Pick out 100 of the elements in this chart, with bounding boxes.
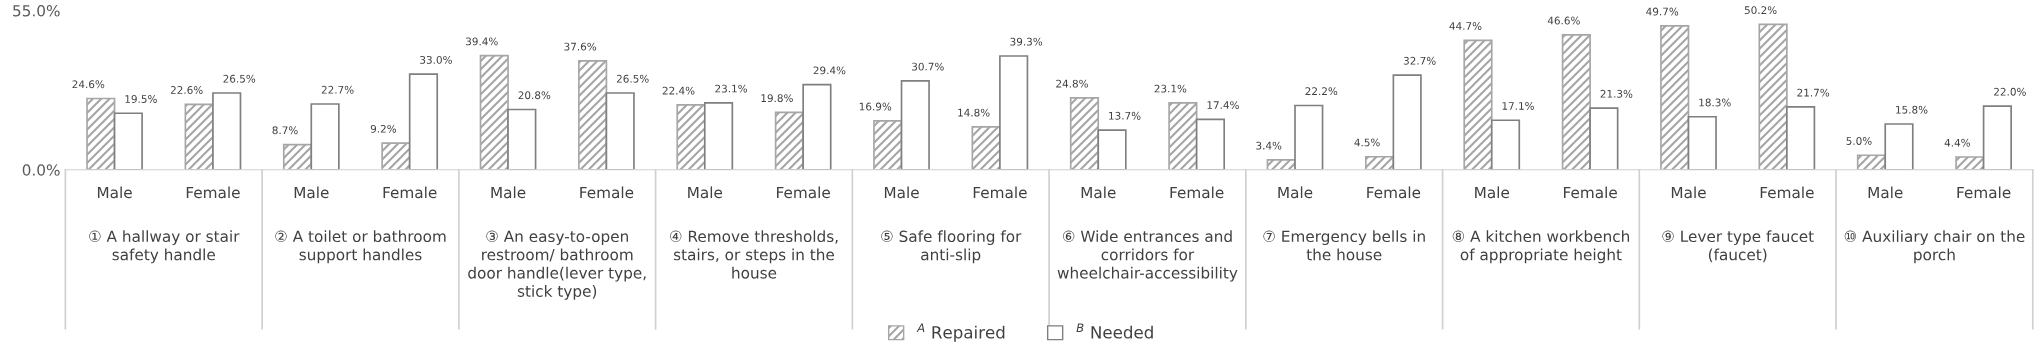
bar bbox=[1195, 118, 1226, 170]
y-tick-label: 55.0% bbox=[13, 4, 60, 17]
bar bbox=[703, 102, 734, 170]
data-label: 24.8% bbox=[1056, 79, 1088, 88]
bar bbox=[1687, 115, 1717, 170]
data-label: 49.7% bbox=[1646, 7, 1679, 16]
bar bbox=[1955, 156, 1985, 170]
data-label: 15.8% bbox=[1896, 105, 1928, 114]
text: ⑩ Auxiliary chair on the porch bbox=[1844, 230, 2025, 264]
bar bbox=[1982, 105, 2012, 170]
data-label: 23.1% bbox=[715, 84, 748, 93]
data-label: 21.7% bbox=[1797, 88, 1830, 97]
data-label: 14.8% bbox=[958, 108, 990, 117]
bar bbox=[507, 108, 537, 170]
data-label: 16.9% bbox=[859, 102, 892, 111]
data-label: 3.4% bbox=[1256, 141, 1282, 150]
x-tick-label: Female bbox=[383, 186, 437, 199]
data-label: 13.7% bbox=[1109, 111, 1141, 120]
bar bbox=[999, 55, 1029, 170]
x-tick-label: Female bbox=[1367, 186, 1421, 199]
x-tick-label: Male bbox=[1671, 186, 1706, 199]
bar bbox=[310, 103, 340, 170]
data-label: 19.5% bbox=[125, 95, 157, 103]
bar bbox=[676, 104, 706, 170]
data-label: 22.6% bbox=[170, 86, 203, 94]
text: ⑧ A kitchen workbench of appropriate height bbox=[1452, 230, 1630, 264]
data-label: 22.0% bbox=[1994, 87, 2026, 96]
x-tick-label: Female bbox=[777, 186, 830, 199]
bar bbox=[1294, 104, 1324, 170]
bar bbox=[1168, 102, 1198, 170]
text: ⑨ Lever type faucet (faucet) bbox=[1662, 230, 1814, 263]
data-label: 26.5% bbox=[616, 74, 649, 83]
data-label: 29.4% bbox=[813, 66, 846, 75]
text: ⑥ Wide entrances and corridors for wheelchair-accessibility bbox=[1057, 230, 1238, 282]
text: ② A toilet or bathroom support handles bbox=[275, 230, 446, 264]
data-label: 21.3% bbox=[1600, 89, 1633, 98]
data-label: 5.0% bbox=[1846, 137, 1872, 145]
text: ④ Remove thresholds, stairs, or steps in the house bbox=[670, 230, 838, 279]
bar bbox=[212, 92, 242, 170]
bar bbox=[578, 60, 608, 170]
bar bbox=[86, 97, 116, 170]
data-label: 22.2% bbox=[1305, 87, 1338, 96]
bar bbox=[479, 54, 509, 170]
data-label: 18.3% bbox=[1699, 98, 1731, 107]
data-label: 37.6% bbox=[564, 42, 597, 51]
data-label: 4.5% bbox=[1354, 138, 1380, 147]
x-tick-label: Female bbox=[1760, 186, 1814, 199]
y-tick-label: 0.0% bbox=[22, 164, 60, 176]
x-tick-label: Female bbox=[1170, 186, 1224, 199]
bar bbox=[1786, 106, 1816, 170]
bar bbox=[1758, 23, 1788, 170]
text: ⑤ Safe flooring for anti-slip bbox=[881, 230, 1022, 264]
data-label: 17.1% bbox=[1502, 102, 1534, 110]
bar bbox=[1463, 39, 1493, 170]
bar bbox=[802, 83, 832, 170]
bar bbox=[1490, 119, 1521, 170]
bar bbox=[1069, 97, 1100, 170]
legend-label: $^{A}$ Repaired bbox=[916, 323, 1005, 342]
data-label: 23.1% bbox=[1154, 84, 1187, 93]
x-tick-label: Male bbox=[1081, 186, 1116, 199]
bar bbox=[1856, 154, 1887, 170]
bar bbox=[1561, 33, 1591, 170]
x-tick-label: Male bbox=[688, 186, 723, 199]
bar bbox=[774, 111, 804, 170]
data-label: 39.4% bbox=[466, 37, 498, 46]
text: ⑦ Emergency bells in the house bbox=[1263, 230, 1425, 261]
bar bbox=[873, 119, 903, 170]
data-label: 4.4% bbox=[1944, 138, 1970, 147]
x-tick-label: Male bbox=[1868, 186, 1903, 199]
bar bbox=[1392, 74, 1422, 170]
x-tick-label: Female bbox=[186, 186, 240, 199]
x-tick-label: Female bbox=[1957, 186, 2011, 199]
data-label: 9.2% bbox=[370, 124, 397, 133]
bar bbox=[381, 142, 411, 170]
x-tick-label: Male bbox=[884, 186, 919, 199]
legend-label: $^{B}$ Needed bbox=[1076, 323, 1153, 339]
x-tick-label: Male bbox=[491, 186, 526, 199]
bar bbox=[408, 73, 439, 170]
bar bbox=[1660, 25, 1690, 170]
text: ③ An easy-to-open restroom/ bathroom door handle(lever type, stick type) bbox=[468, 230, 646, 300]
bar bbox=[605, 92, 635, 170]
x-tick-label: Male bbox=[97, 186, 132, 199]
data-label: 46.6% bbox=[1547, 16, 1580, 25]
bar bbox=[113, 112, 143, 170]
data-label: 8.7% bbox=[272, 126, 298, 135]
data-label: 26.5% bbox=[223, 74, 256, 83]
bar bbox=[1884, 123, 1914, 170]
text: ① A hallway or stair safety handle bbox=[89, 230, 240, 264]
data-label: 32.7% bbox=[1403, 56, 1436, 65]
data-label: 30.7% bbox=[912, 62, 944, 71]
x-tick-label: Female bbox=[1564, 186, 1617, 199]
bar bbox=[900, 80, 930, 170]
data-label: 24.6% bbox=[72, 80, 105, 89]
data-label: 20.8% bbox=[518, 91, 551, 100]
bar bbox=[1364, 155, 1395, 170]
data-label: 44.7% bbox=[1449, 22, 1482, 30]
data-label: 22.7% bbox=[321, 85, 354, 94]
x-tick-label: Male bbox=[1475, 186, 1510, 199]
data-label: 17.4% bbox=[1207, 101, 1239, 110]
bar bbox=[1589, 107, 1619, 170]
